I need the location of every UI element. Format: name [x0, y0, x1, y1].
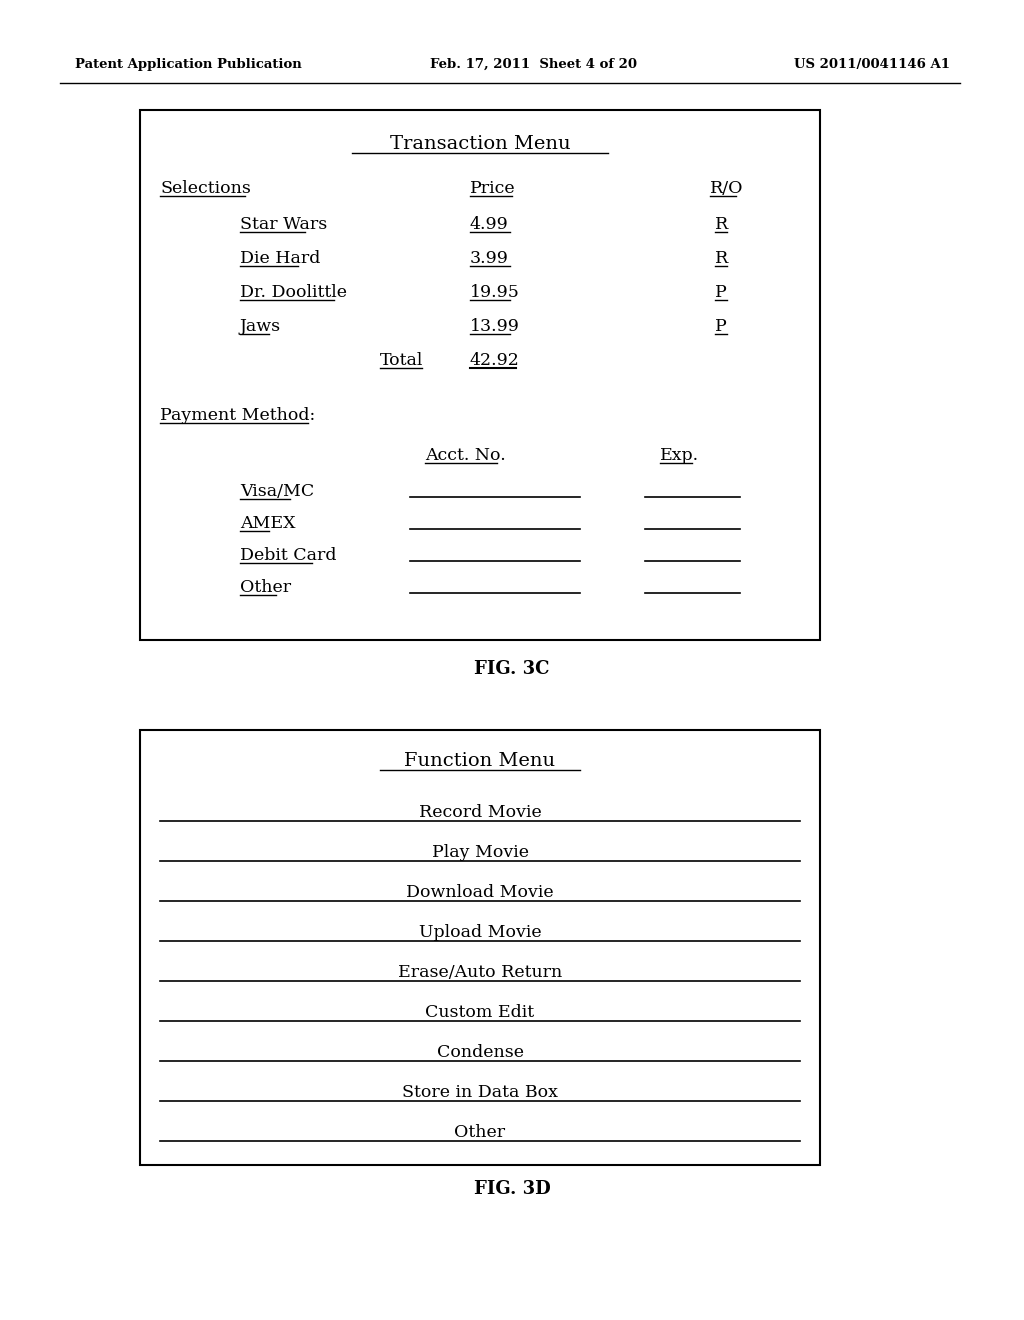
- Text: Dr. Doolittle: Dr. Doolittle: [240, 284, 347, 301]
- Text: FIG. 3C: FIG. 3C: [474, 660, 550, 678]
- Text: Record Movie: Record Movie: [419, 804, 542, 821]
- Bar: [140, 110, 820, 640]
- Text: 4.99: 4.99: [470, 216, 509, 234]
- Text: FIG. 3D: FIG. 3D: [474, 1180, 550, 1199]
- Text: US 2011/0041146 A1: US 2011/0041146 A1: [794, 58, 950, 71]
- Text: Custom Edit: Custom Edit: [425, 1005, 535, 1020]
- Text: Store in Data Box: Store in Data Box: [402, 1084, 558, 1101]
- Text: Price: Price: [470, 180, 516, 197]
- Text: Feb. 17, 2011  Sheet 4 of 20: Feb. 17, 2011 Sheet 4 of 20: [430, 58, 637, 71]
- Text: 19.95: 19.95: [470, 284, 520, 301]
- Text: Debit Card: Debit Card: [240, 546, 337, 564]
- Text: Jaws: Jaws: [240, 318, 282, 335]
- Text: Function Menu: Function Menu: [404, 752, 556, 770]
- Text: Condense: Condense: [436, 1044, 523, 1061]
- Text: P: P: [715, 284, 727, 301]
- Text: Transaction Menu: Transaction Menu: [390, 135, 570, 153]
- Text: P: P: [715, 318, 727, 335]
- Text: Payment Method:: Payment Method:: [160, 407, 315, 424]
- Text: R/O: R/O: [710, 180, 743, 197]
- Text: Play Movie: Play Movie: [431, 843, 528, 861]
- Text: Patent Application Publication: Patent Application Publication: [75, 58, 302, 71]
- Text: 13.99: 13.99: [470, 318, 520, 335]
- Text: Die Hard: Die Hard: [240, 249, 321, 267]
- Text: AMEX: AMEX: [240, 515, 296, 532]
- Text: Exp.: Exp.: [660, 447, 699, 465]
- Text: Visa/MC: Visa/MC: [240, 483, 314, 500]
- Text: Erase/Auto Return: Erase/Auto Return: [398, 964, 562, 981]
- Text: Selections: Selections: [160, 180, 251, 197]
- Text: Total: Total: [380, 352, 423, 370]
- Text: Other: Other: [240, 579, 291, 597]
- Bar: [140, 730, 820, 1166]
- Text: Other: Other: [455, 1125, 506, 1140]
- Text: R: R: [715, 216, 728, 234]
- Text: Download Movie: Download Movie: [407, 884, 554, 902]
- Text: Acct. No.: Acct. No.: [425, 447, 506, 465]
- Text: 3.99: 3.99: [470, 249, 509, 267]
- Text: R: R: [715, 249, 728, 267]
- Text: Star Wars: Star Wars: [240, 216, 328, 234]
- Text: 42.92: 42.92: [470, 352, 520, 370]
- Text: Upload Movie: Upload Movie: [419, 924, 542, 941]
